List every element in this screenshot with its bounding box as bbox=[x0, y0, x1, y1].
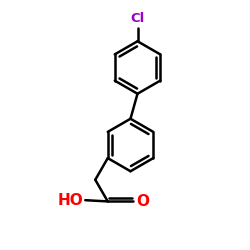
Text: O: O bbox=[136, 194, 149, 209]
Text: Cl: Cl bbox=[130, 12, 144, 26]
Text: HO: HO bbox=[58, 193, 83, 208]
